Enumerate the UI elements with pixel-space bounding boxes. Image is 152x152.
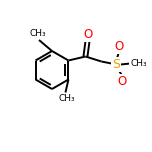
Text: CH₃: CH₃ <box>30 29 46 38</box>
Text: S: S <box>112 58 120 71</box>
Text: O: O <box>84 28 93 41</box>
Text: O: O <box>115 40 124 53</box>
Text: O: O <box>118 75 127 88</box>
Text: CH₃: CH₃ <box>130 59 147 68</box>
Text: CH₃: CH₃ <box>58 94 75 103</box>
